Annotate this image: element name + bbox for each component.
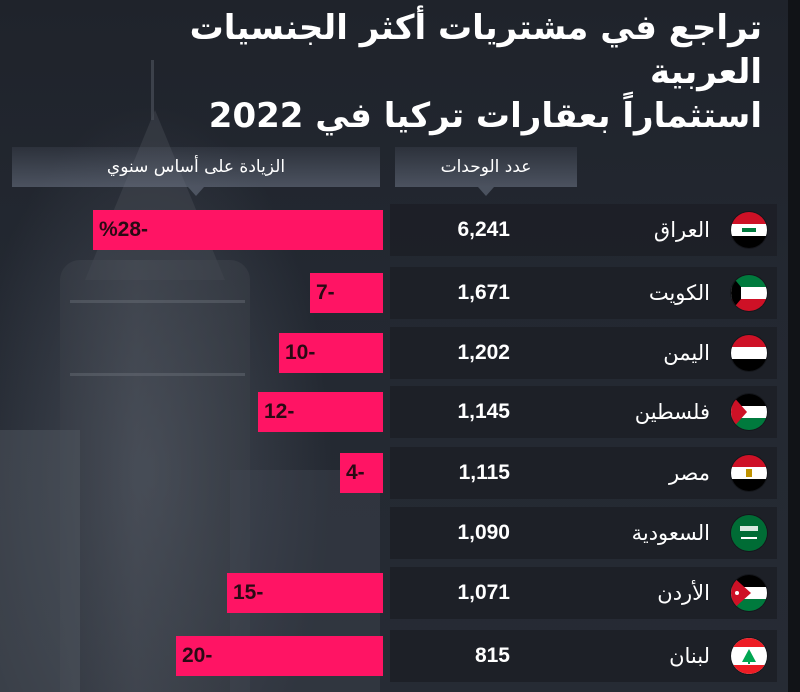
change-bar: %28- — [93, 210, 383, 250]
right-border — [788, 0, 800, 692]
units-value: 6,241 — [457, 218, 510, 241]
page-title: تراجع في مشتريات أكثر الجنسيات العربية ا… — [122, 6, 762, 138]
row-panel — [390, 386, 777, 438]
table-row: 7- 1,671 الكويت — [0, 267, 800, 319]
units-value: 1,090 — [457, 521, 510, 544]
yemen-flag-icon — [731, 335, 767, 371]
country-name: فلسطين — [634, 400, 710, 424]
country-name: الأردن — [657, 581, 710, 605]
change-value: 15- — [233, 581, 264, 604]
table-row: %28- 6,241 العراق — [0, 204, 800, 256]
table-row: 12- 1,145 فلسطين — [0, 386, 800, 438]
tower-balcony-decoration — [70, 300, 245, 376]
jordan-flag-icon — [731, 575, 767, 611]
units-value: 1,071 — [457, 581, 510, 604]
country-name: السعودية — [631, 521, 710, 545]
change-header-label: الزيادة على أساس سنوي — [106, 157, 286, 177]
table-row: 10- 1,202 اليمن — [0, 327, 800, 379]
table-row: 20- 815 لبنان — [0, 630, 800, 682]
units-column-header: عدد الوحدات — [395, 147, 577, 196]
change-column-header: الزيادة على أساس سنوي — [12, 147, 380, 196]
row-panel — [390, 630, 777, 682]
title-line-1: تراجع في مشتريات أكثر الجنسيات العربية — [189, 8, 762, 92]
building-background — [0, 430, 80, 692]
change-value: 12- — [264, 400, 295, 423]
egypt-flag-icon — [731, 455, 767, 491]
change-bar: 10- — [279, 333, 383, 373]
table-row: 4- 1,115 مصر — [0, 447, 800, 499]
tower-spire-decoration — [151, 60, 154, 120]
row-panel — [390, 327, 777, 379]
change-value: 10- — [285, 341, 316, 364]
country-name: الكويت — [648, 281, 710, 305]
country-name: العراق — [653, 218, 710, 242]
units-value: 1,145 — [457, 400, 510, 423]
galata-tower-background — [60, 260, 250, 692]
kuwait-flag-icon — [731, 275, 767, 311]
change-bar: 20- — [176, 636, 383, 676]
iraq-flag-icon — [731, 212, 767, 248]
palestine-flag-icon — [731, 394, 767, 430]
change-value: 20- — [182, 644, 213, 667]
row-panel — [390, 204, 777, 256]
country-name: اليمن — [663, 341, 710, 365]
row-panel — [390, 567, 777, 619]
change-bar: 4- — [340, 453, 383, 493]
row-panel — [390, 507, 777, 559]
change-bar: 7- — [310, 273, 383, 313]
row-panel — [390, 447, 777, 499]
units-value: 815 — [474, 644, 510, 667]
saudi-arabia-flag-icon — [731, 515, 767, 551]
change-value: %28- — [99, 218, 149, 241]
units-header-label: عدد الوحدات — [440, 157, 532, 177]
change-value: 7- — [316, 281, 335, 304]
table-row: 1,090 السعودية — [0, 507, 800, 559]
change-value: 4- — [346, 461, 365, 484]
units-value: 1,115 — [458, 461, 510, 484]
country-name: مصر — [668, 461, 710, 485]
units-value: 1,671 — [457, 281, 510, 304]
change-bar: 15- — [227, 573, 383, 613]
row-panel — [390, 267, 777, 319]
table-row: 15- 1,071 الأردن — [0, 567, 800, 619]
down-arrow-icon — [478, 187, 494, 196]
lebanon-flag-icon — [731, 638, 767, 674]
country-name: لبنان — [669, 644, 710, 668]
down-arrow-icon — [188, 187, 204, 196]
units-value: 1,202 — [457, 341, 510, 364]
change-bar: 12- — [258, 392, 383, 432]
title-line-2: استثماراً بعقارات تركيا في 2022 — [208, 96, 762, 136]
